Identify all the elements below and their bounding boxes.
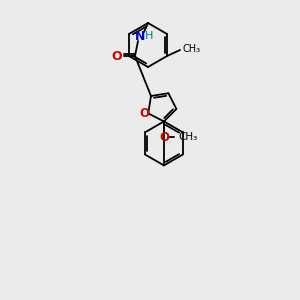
Text: O: O bbox=[112, 50, 122, 62]
Text: H: H bbox=[145, 31, 153, 41]
Text: CH₃: CH₃ bbox=[182, 44, 200, 54]
Text: CH₃: CH₃ bbox=[178, 132, 197, 142]
Text: O: O bbox=[139, 107, 149, 120]
Text: N: N bbox=[135, 29, 145, 43]
Text: O: O bbox=[159, 131, 169, 144]
